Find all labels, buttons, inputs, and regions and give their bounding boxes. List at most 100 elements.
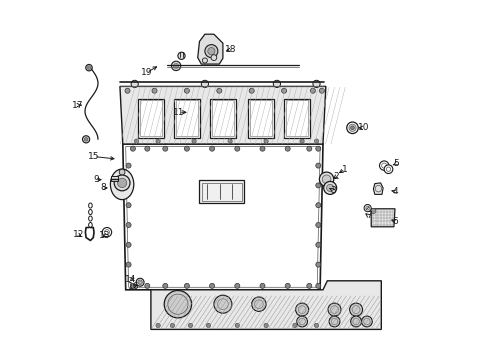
Circle shape — [144, 283, 149, 288]
Circle shape — [315, 183, 320, 188]
Bar — [199, 180, 244, 203]
Circle shape — [119, 169, 125, 175]
Text: 11: 11 — [173, 108, 184, 117]
Polygon shape — [122, 144, 322, 290]
Polygon shape — [373, 183, 382, 194]
Bar — [210, 99, 236, 138]
Circle shape — [202, 58, 207, 63]
Text: 18: 18 — [224, 45, 236, 54]
Circle shape — [207, 48, 215, 55]
Bar — [212, 100, 234, 136]
Circle shape — [152, 88, 157, 93]
Circle shape — [125, 88, 130, 93]
Circle shape — [327, 303, 340, 316]
Circle shape — [264, 139, 268, 143]
Circle shape — [188, 323, 192, 328]
Bar — [140, 100, 162, 136]
Circle shape — [126, 163, 131, 168]
Circle shape — [234, 283, 239, 288]
Circle shape — [285, 283, 289, 288]
Circle shape — [315, 222, 320, 228]
Circle shape — [370, 208, 375, 213]
Circle shape — [84, 138, 88, 141]
Circle shape — [295, 303, 308, 316]
Circle shape — [130, 283, 135, 288]
Circle shape — [292, 323, 296, 328]
Text: 14: 14 — [125, 274, 137, 284]
Circle shape — [299, 139, 304, 143]
Text: 6: 6 — [391, 217, 397, 226]
Circle shape — [211, 55, 216, 60]
Circle shape — [134, 139, 139, 143]
Circle shape — [315, 146, 320, 151]
Polygon shape — [120, 86, 325, 144]
Circle shape — [350, 316, 361, 327]
Bar — [247, 99, 273, 138]
Circle shape — [204, 45, 218, 58]
Circle shape — [312, 80, 320, 87]
Circle shape — [138, 280, 142, 284]
Text: 7: 7 — [365, 211, 371, 220]
Circle shape — [163, 283, 167, 288]
Circle shape — [314, 139, 318, 143]
Bar — [174, 99, 200, 138]
Text: 17: 17 — [72, 100, 84, 109]
Circle shape — [171, 61, 181, 71]
Circle shape — [227, 139, 232, 143]
Circle shape — [323, 181, 336, 194]
Text: 8: 8 — [101, 184, 106, 192]
Circle shape — [209, 146, 214, 151]
Circle shape — [130, 146, 135, 151]
Text: 15: 15 — [88, 152, 100, 161]
Circle shape — [216, 88, 222, 93]
Circle shape — [206, 323, 210, 328]
Circle shape — [85, 64, 92, 71]
Ellipse shape — [110, 169, 134, 199]
Circle shape — [361, 316, 371, 327]
Circle shape — [349, 303, 362, 316]
Bar — [202, 183, 241, 201]
Circle shape — [296, 316, 307, 327]
Circle shape — [326, 184, 333, 192]
Circle shape — [131, 80, 138, 87]
Circle shape — [114, 175, 130, 191]
Circle shape — [163, 146, 167, 151]
Circle shape — [306, 146, 311, 151]
Circle shape — [315, 203, 320, 208]
Circle shape — [260, 283, 264, 288]
Bar — [284, 99, 309, 138]
Circle shape — [285, 146, 289, 151]
Text: 19: 19 — [141, 68, 152, 77]
Circle shape — [234, 146, 239, 151]
Circle shape — [184, 146, 189, 151]
Circle shape — [319, 88, 324, 93]
Circle shape — [310, 88, 315, 93]
Bar — [249, 100, 272, 136]
Circle shape — [117, 178, 126, 188]
Circle shape — [213, 295, 231, 313]
Polygon shape — [370, 209, 394, 227]
Text: 9: 9 — [93, 175, 99, 184]
Circle shape — [209, 283, 214, 288]
Circle shape — [173, 63, 178, 68]
Circle shape — [273, 80, 280, 87]
Circle shape — [235, 323, 239, 328]
Circle shape — [384, 165, 392, 174]
Circle shape — [184, 88, 189, 93]
Bar — [111, 176, 118, 181]
Circle shape — [136, 278, 144, 286]
Text: 3: 3 — [329, 186, 335, 194]
Text: 12: 12 — [72, 230, 84, 239]
Text: 10: 10 — [357, 123, 368, 132]
Text: 16: 16 — [127, 282, 139, 291]
Bar — [176, 100, 198, 136]
Circle shape — [82, 136, 89, 143]
Circle shape — [164, 291, 191, 318]
Polygon shape — [151, 281, 381, 329]
Circle shape — [379, 161, 388, 170]
Circle shape — [315, 283, 320, 288]
Circle shape — [156, 323, 160, 328]
Circle shape — [346, 122, 358, 134]
Circle shape — [315, 242, 320, 247]
Circle shape — [306, 283, 311, 288]
